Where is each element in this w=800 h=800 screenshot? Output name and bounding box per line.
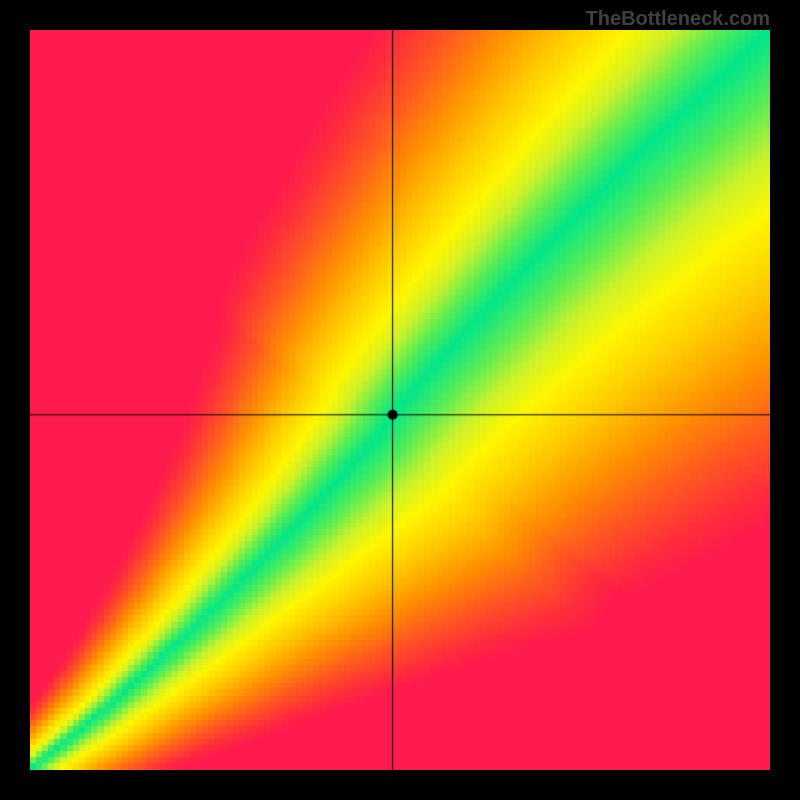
watermark-text: TheBottleneck.com xyxy=(586,8,770,31)
heatmap-plot xyxy=(30,30,770,770)
heatmap-canvas xyxy=(30,30,770,770)
